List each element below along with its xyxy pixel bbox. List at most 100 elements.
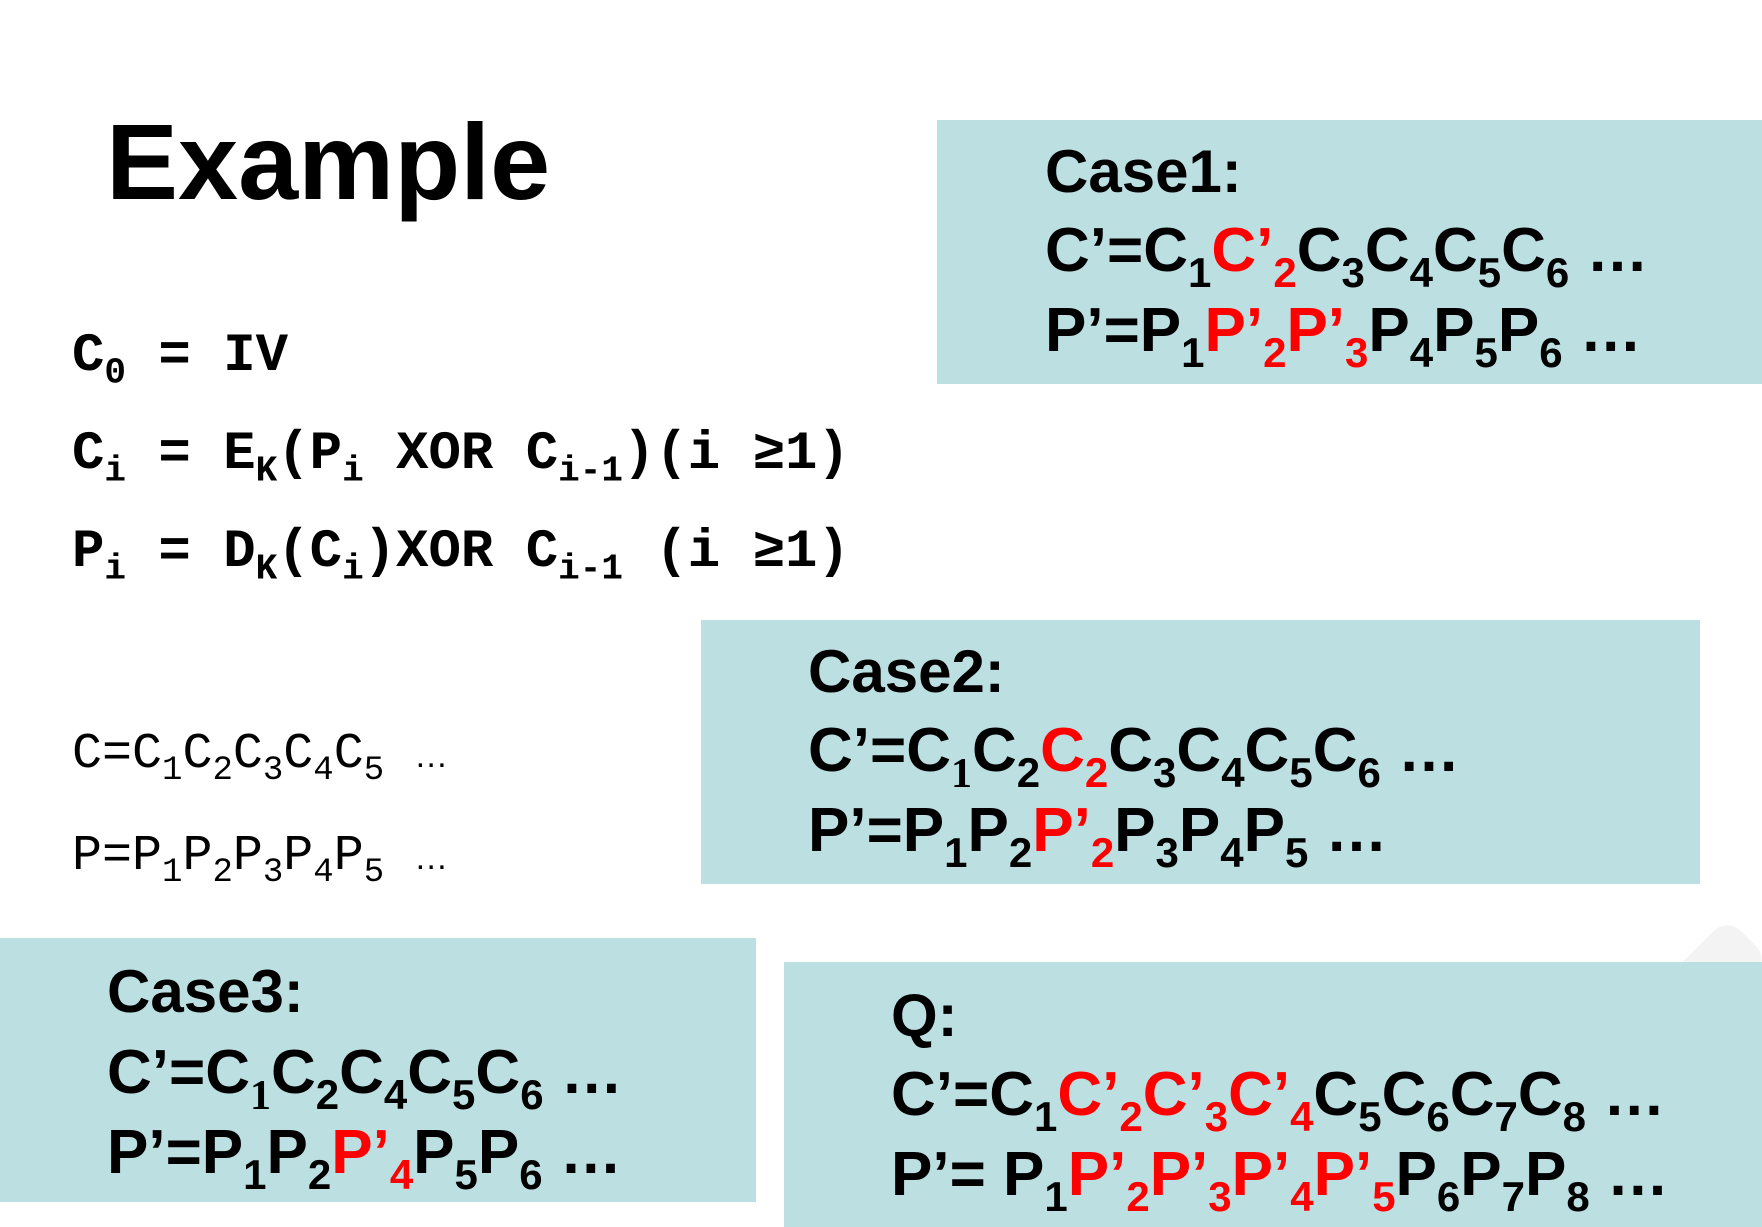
subscript: 3 xyxy=(262,853,284,892)
symbol: P xyxy=(132,828,163,885)
formula-ci: Ci = EK(Pi XOR Ci-1)(i ≥1) xyxy=(72,424,850,492)
case2-box: Case2: C’=C1C2C2C3C4C5C6 … P’=P1P2P’2P3P… xyxy=(701,620,1700,884)
subscript: 5 xyxy=(1358,1092,1382,1140)
formula-pi: Pi = DK(Ci)XOR Ci-1 (i ≥1) xyxy=(72,522,850,590)
case3-title: Case3: xyxy=(107,958,304,1025)
subscript: 4 xyxy=(1220,828,1244,876)
symbol: C xyxy=(407,1038,453,1107)
case1-ciphertext-line: C’=C1C’2C3C4C5C6 … xyxy=(1045,216,1649,296)
symbol: C xyxy=(1449,1060,1495,1129)
case3-box: Case3: C’=C1C2C4C5C6 … P’=P1P2P’4P5P6 … xyxy=(0,938,756,1202)
symbol: C’ xyxy=(1057,1060,1120,1129)
symbol: C xyxy=(1364,216,1410,285)
symbol: C xyxy=(1313,1060,1359,1129)
symbol: P xyxy=(1433,296,1475,365)
subscript: 5 xyxy=(454,1150,478,1198)
subscript: 3 xyxy=(1204,1092,1229,1140)
question-ciphertext-line: C’=C1C’2C’3C’4C5C6C7C8 … xyxy=(891,1060,1666,1140)
subscript: 4 xyxy=(313,751,334,790)
question-title: Q: xyxy=(891,982,958,1049)
symbol: C xyxy=(1432,216,1478,285)
slide-title: Example xyxy=(106,101,551,222)
subscript: 2 xyxy=(1126,1172,1150,1220)
subscript: 4 xyxy=(1409,248,1433,296)
symbol: C xyxy=(1517,1060,1563,1129)
symbol: C’ xyxy=(1142,1060,1205,1129)
symbol: P xyxy=(1114,796,1156,865)
symbol: P xyxy=(232,828,263,885)
subscript: 5 xyxy=(1289,748,1313,796)
symbol: P xyxy=(283,828,314,885)
symbol: P xyxy=(477,1118,520,1187)
case3-plaintext-line: P’=P1P2P’4P5P6 … xyxy=(107,1118,622,1198)
subscript: 5 xyxy=(1477,248,1502,296)
subscript: 7 xyxy=(1494,1092,1518,1140)
symbol: C xyxy=(270,1038,316,1107)
subscript: 3 xyxy=(1341,248,1365,296)
case2-title: Case2: xyxy=(808,638,1005,705)
symbol: C xyxy=(132,726,163,783)
subscript: 5 xyxy=(363,751,385,790)
case1-title: Case1: xyxy=(1045,138,1242,205)
subscript: 4 xyxy=(1290,1172,1314,1220)
subscript: 6 xyxy=(1545,248,1570,296)
symbol: C xyxy=(232,726,263,783)
symbol: P xyxy=(333,828,364,885)
subscript: 6 xyxy=(520,1070,544,1118)
subscript: 2 xyxy=(212,751,233,790)
subscript: 2 xyxy=(315,1070,340,1118)
symbol: P xyxy=(1178,796,1221,865)
symbol: C xyxy=(475,1038,521,1107)
subscript: 5 xyxy=(363,853,385,892)
symbol: P’ xyxy=(1067,1140,1127,1209)
case2-ciphertext-line: C’=C1C2C2C3C4C5C6 … xyxy=(808,716,1461,797)
subscript: 6 xyxy=(1436,1172,1461,1220)
symbol: C xyxy=(1381,1060,1427,1129)
subscript: 4 xyxy=(313,853,334,892)
question-plaintext-line: P’= P1P’2P’3P’4P’5P6P7P8 … xyxy=(891,1140,1669,1220)
subscript: 4 xyxy=(383,1070,408,1118)
symbol: C xyxy=(1312,716,1358,785)
symbol: C xyxy=(1501,216,1546,285)
subscript: 5 xyxy=(452,1070,476,1118)
case3-ciphertext-line: C’=C1C2C4C5C6 … xyxy=(107,1038,623,1119)
question-box: Q: C’=C1C’2C’3C’4C5C6C7C8 … P’= P1P’2P’3… xyxy=(784,962,1762,1227)
symbol: P’ xyxy=(1313,1140,1373,1209)
subscript: 3 xyxy=(1208,1172,1232,1220)
formula-c0: C0 = IV xyxy=(72,326,289,394)
symbol: C xyxy=(1244,716,1290,785)
subscript: 4 xyxy=(1290,1092,1314,1140)
case2-plaintext-line: P’=P1P2P’2P3P4P5 … xyxy=(808,796,1388,876)
symbol: C xyxy=(283,726,314,783)
case1-box: Case1: C’=C1C’2C3C4C5C6 … P’=P1P’2P’3P4P… xyxy=(937,120,1762,384)
subscript: 1 xyxy=(162,751,183,790)
ciphertext-sequence: C=C1C2C3C4C5… xyxy=(72,726,449,790)
symbol: C xyxy=(1108,716,1154,785)
subscript: 5 xyxy=(1284,828,1309,876)
symbol: P xyxy=(1460,1140,1502,1209)
subscript: 4 xyxy=(1221,748,1245,796)
symbol: P xyxy=(182,828,213,885)
subscript: 5 xyxy=(1372,1172,1396,1220)
subscript: 1 xyxy=(162,853,183,892)
symbol: P’ xyxy=(1231,1140,1291,1209)
subscript: 4 xyxy=(1409,328,1434,376)
subscript: 2 xyxy=(212,853,233,892)
symbol: C xyxy=(1296,216,1342,285)
symbol: C xyxy=(1176,716,1222,785)
symbol: C xyxy=(333,726,364,783)
symbol: P’ xyxy=(1149,1140,1209,1209)
symbol: C xyxy=(339,1038,384,1107)
symbol: P xyxy=(1243,796,1285,865)
subscript: 7 xyxy=(1501,1172,1525,1220)
subscript: 6 xyxy=(1426,1092,1450,1140)
subscript: 3 xyxy=(1153,748,1177,796)
subscript: 3 xyxy=(262,751,284,790)
symbol: P xyxy=(1524,1140,1567,1209)
symbol: P xyxy=(1497,296,1540,365)
subscript: 6 xyxy=(1539,328,1563,376)
subscript: 2 xyxy=(1119,1092,1143,1140)
subscript: 8 xyxy=(1566,1172,1590,1220)
symbol: P xyxy=(1395,1140,1437,1209)
symbol: C’ xyxy=(1228,1060,1291,1129)
